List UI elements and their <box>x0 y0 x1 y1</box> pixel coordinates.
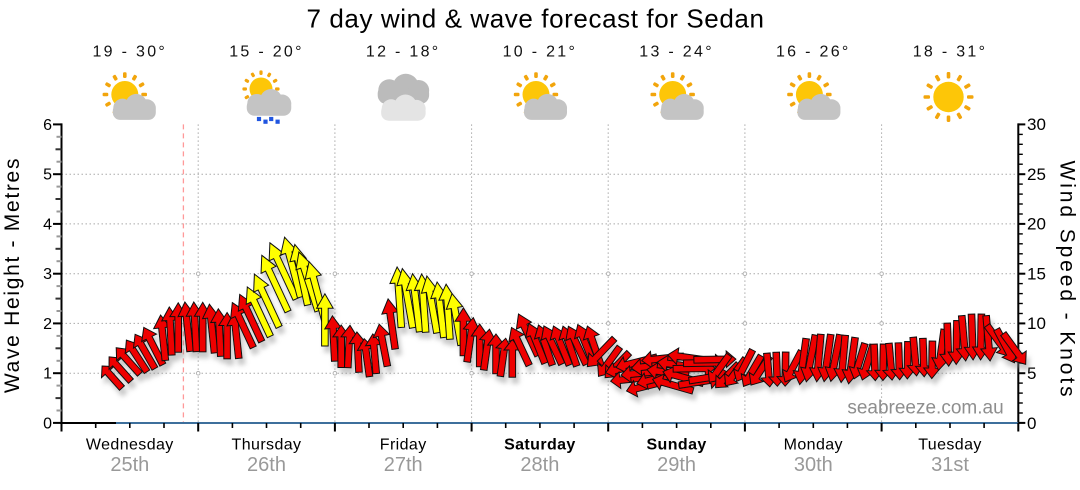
svg-text:19 - 30°: 19 - 30° <box>92 44 167 61</box>
svg-text:0: 0 <box>43 415 52 432</box>
svg-text:31st: 31st <box>931 454 969 476</box>
svg-text:29th: 29th <box>657 454 696 476</box>
svg-text:Friday: Friday <box>380 437 427 454</box>
svg-text:30th: 30th <box>794 454 833 476</box>
svg-text:Wednesday: Wednesday <box>86 437 174 454</box>
svg-text:30: 30 <box>1027 115 1046 134</box>
svg-text:16 - 26°: 16 - 26° <box>776 44 851 61</box>
svg-text:18 - 31°: 18 - 31° <box>913 44 988 61</box>
svg-text:seabreeze.com.au: seabreeze.com.au <box>847 398 1003 419</box>
svg-text:27th: 27th <box>384 454 423 476</box>
svg-text:28th: 28th <box>520 454 559 476</box>
svg-text:0: 0 <box>1027 414 1036 433</box>
svg-text:1: 1 <box>43 366 52 383</box>
svg-text:Saturday: Saturday <box>504 437 576 454</box>
svg-text:Monday: Monday <box>784 437 843 454</box>
svg-text:5: 5 <box>43 167 52 184</box>
svg-text:13 - 24°: 13 - 24° <box>639 44 714 61</box>
svg-text:7 day wind & wave forecast for: 7 day wind & wave forecast for Sedan <box>306 4 764 34</box>
svg-text:15: 15 <box>1027 265 1046 284</box>
svg-text:3: 3 <box>43 266 52 283</box>
svg-text:4: 4 <box>43 216 52 233</box>
svg-text:2: 2 <box>43 316 52 333</box>
svg-text:25th: 25th <box>110 454 149 476</box>
svg-text:20: 20 <box>1027 215 1046 234</box>
svg-text:5: 5 <box>1027 364 1036 383</box>
svg-text:6: 6 <box>43 117 52 134</box>
svg-text:Thursday: Thursday <box>232 437 302 454</box>
svg-text:25: 25 <box>1027 165 1046 184</box>
svg-text:10: 10 <box>1027 314 1046 333</box>
svg-text:Tuesday: Tuesday <box>918 437 982 454</box>
svg-text:Sunday: Sunday <box>646 437 706 454</box>
svg-text:12 - 18°: 12 - 18° <box>366 44 441 61</box>
svg-text:26th: 26th <box>247 454 286 476</box>
svg-text:10 - 21°: 10 - 21° <box>503 44 578 61</box>
svg-text:Wind Speed - Knots: Wind Speed - Knots <box>1056 161 1079 400</box>
svg-text:15 - 20°: 15 - 20° <box>229 44 304 61</box>
svg-text:Wave Height - Metres: Wave Height - Metres <box>1 157 24 393</box>
